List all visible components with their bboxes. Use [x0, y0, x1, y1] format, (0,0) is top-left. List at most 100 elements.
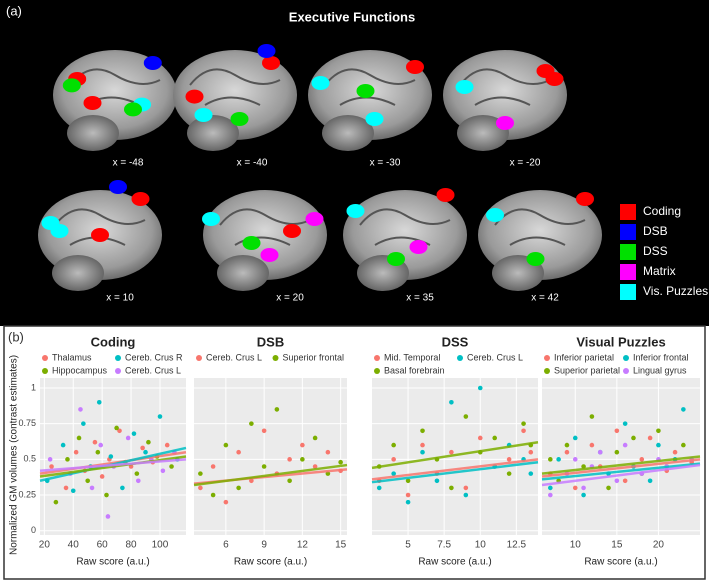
- x-tick-label: 20: [653, 540, 665, 551]
- data-point: [47, 457, 53, 462]
- y-axis-label: Normalized GM volumes (contrast estimate…: [9, 355, 20, 555]
- x-tick-label: 12: [297, 540, 309, 551]
- data-point: [449, 485, 454, 491]
- data-point: [521, 421, 526, 426]
- data-point: [647, 478, 653, 484]
- y-tick-label: 0.25: [18, 489, 36, 499]
- x-tick-label: 20: [39, 540, 51, 551]
- activation-blob: [194, 108, 213, 122]
- brain-slices: x = -48 x = -40 x = -30 x = -20 x = 10 x = 20…: [38, 44, 602, 304]
- data-point: [140, 445, 145, 451]
- data-point: [261, 428, 267, 434]
- facet-title: Coding: [91, 334, 136, 349]
- data-point: [420, 428, 425, 434]
- plot-background: [372, 378, 538, 535]
- data-point: [581, 485, 586, 491]
- legend-label: Basal forebrain: [384, 365, 445, 375]
- data-point: [521, 428, 526, 434]
- data-point: [614, 428, 620, 434]
- x-tick-label: 6: [223, 540, 229, 551]
- legend-marker: [42, 355, 48, 361]
- activation-blob: [83, 96, 102, 110]
- trend-line: [193, 463, 348, 487]
- data-point: [656, 442, 661, 448]
- data-point: [120, 485, 125, 491]
- legend-marker: [196, 355, 202, 361]
- legend-label: Cereb. Crus L: [467, 352, 523, 362]
- data-point: [548, 457, 553, 462]
- data-point: [312, 464, 318, 469]
- data-point: [564, 442, 570, 448]
- x-tick-label: 15: [611, 540, 623, 551]
- activation-blob: [143, 56, 162, 70]
- legend-marker: [623, 368, 629, 374]
- data-point: [606, 485, 611, 491]
- data-point: [647, 435, 653, 441]
- activation-blob: [365, 112, 384, 126]
- data-point: [76, 435, 82, 441]
- legend-label: Lingual gyrus: [633, 365, 687, 375]
- legend-label: Superior frontal: [283, 352, 345, 362]
- data-point: [376, 485, 382, 491]
- activation-blob: [305, 212, 324, 226]
- data-point: [572, 457, 578, 462]
- x-tick-label: 15: [335, 540, 347, 551]
- sulci: [459, 68, 551, 106]
- y-tick-label: 0.5: [23, 454, 36, 464]
- facet-title: Visual Puzzles: [576, 334, 665, 349]
- data-point: [89, 485, 95, 491]
- activation-blob: [311, 76, 330, 90]
- legend-swatch: [620, 224, 636, 240]
- data-point: [287, 457, 292, 462]
- legend-marker: [115, 355, 121, 361]
- trend-line: [39, 455, 187, 478]
- figure-title: Executive Functions: [289, 9, 415, 24]
- x-axis-label: Raw score (a.u.): [418, 557, 491, 568]
- data-point: [391, 442, 396, 448]
- activation-blob: [455, 80, 474, 94]
- trend-line: [541, 462, 701, 481]
- data-point: [92, 439, 98, 445]
- data-point: [312, 435, 318, 441]
- data-point: [105, 514, 111, 519]
- data-point: [300, 442, 305, 448]
- data-point: [622, 421, 628, 426]
- x-tick-label: 7.5: [437, 540, 451, 551]
- legend-label: Matrix: [643, 264, 676, 278]
- trend-line: [371, 440, 539, 470]
- data-point: [528, 449, 534, 455]
- cerebellum: [52, 255, 104, 291]
- data-point: [146, 439, 151, 445]
- slice-label: x = -30: [370, 158, 401, 169]
- data-point: [572, 485, 578, 491]
- data-point: [581, 492, 586, 498]
- x-axis-label: Raw score (a.u.): [234, 557, 307, 568]
- data-point: [391, 457, 396, 462]
- data-point: [572, 435, 578, 441]
- data-point: [405, 478, 411, 484]
- legend-label: DSB: [643, 224, 668, 238]
- data-point: [198, 485, 203, 491]
- data-point: [78, 407, 83, 412]
- data-point: [589, 442, 595, 448]
- data-point: [73, 449, 79, 455]
- data-point: [639, 457, 645, 462]
- legend-label: Hippocampus: [52, 365, 108, 375]
- legend-marker: [623, 355, 629, 361]
- data-point: [463, 485, 469, 491]
- data-point: [589, 414, 595, 419]
- activation-blob: [185, 89, 204, 104]
- y-tick-label: 0.75: [18, 418, 36, 428]
- data-point: [104, 492, 109, 498]
- data-point: [49, 464, 54, 469]
- data-point: [210, 464, 216, 469]
- data-point: [210, 492, 216, 498]
- legend-swatch: [620, 204, 636, 220]
- activation-blob: [62, 78, 81, 93]
- cerebellum: [217, 255, 269, 291]
- activation-blob: [242, 236, 261, 250]
- activation-blob: [346, 204, 365, 218]
- cerebellum: [457, 115, 509, 151]
- data-point: [492, 435, 497, 441]
- data-point: [300, 457, 305, 462]
